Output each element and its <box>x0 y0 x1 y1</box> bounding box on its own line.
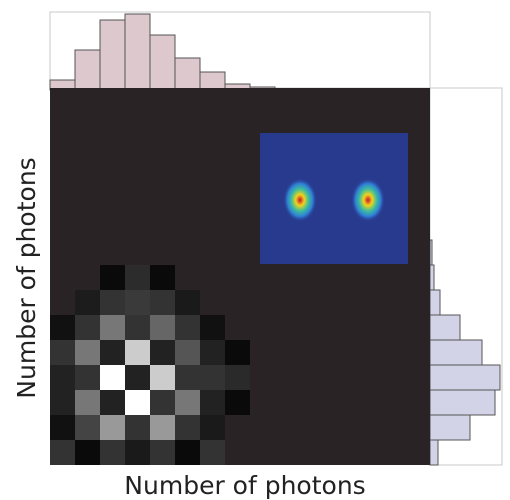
heatmap-cell <box>100 390 125 415</box>
heatmap-cell <box>150 365 175 390</box>
heatmap-cell <box>100 365 125 390</box>
heatmap-cell <box>225 390 250 415</box>
heatmap-cell <box>200 440 225 465</box>
heatmap-cell <box>125 390 150 415</box>
heatmap-cell <box>150 390 175 415</box>
right-hist-bar <box>429 414 471 441</box>
heatmap-cell <box>75 340 100 365</box>
right-hist-bar <box>429 314 461 341</box>
right-hist-bar <box>429 439 439 466</box>
right-hist-bar <box>429 339 483 366</box>
heatmap-cell <box>125 265 150 290</box>
heatmap-cell <box>100 265 125 290</box>
heatmap-cell <box>50 340 75 365</box>
heatmap-cell <box>125 365 150 390</box>
right-hist-bar <box>429 239 433 266</box>
top-hist-bar <box>149 34 176 91</box>
heatmap-cell <box>175 290 200 315</box>
heatmap-cell <box>200 315 225 340</box>
heatmap-cell <box>100 290 125 315</box>
heatmap-cell <box>75 390 100 415</box>
heatmap-cell <box>125 340 150 365</box>
inset-image <box>260 133 408 264</box>
heatmap-cell <box>200 365 225 390</box>
heatmap-cell <box>175 340 200 365</box>
heatmap-cell <box>175 365 200 390</box>
heatmap-cell <box>150 265 175 290</box>
top-hist-bar <box>74 49 101 91</box>
heatmap-cell <box>100 340 125 365</box>
heatmap-cell <box>75 365 100 390</box>
heatmap-cell <box>125 315 150 340</box>
heatmap-cell <box>200 390 225 415</box>
heatmap-cell <box>75 290 100 315</box>
heatmap-cell <box>100 440 125 465</box>
top-hist-bar <box>99 19 126 91</box>
heatmap-cell <box>125 440 150 465</box>
heatmap-cell <box>150 290 175 315</box>
heatmap-cell <box>150 415 175 440</box>
heatmap-cell <box>200 340 225 365</box>
right-hist-bar <box>429 364 501 391</box>
heatmap-cell <box>150 440 175 465</box>
y-axis-label: Number of photons <box>12 157 41 398</box>
heatmap-cell <box>100 315 125 340</box>
heatmap-cell <box>175 440 200 465</box>
heatmap-cell <box>75 440 100 465</box>
heatmap-cell <box>75 415 100 440</box>
heatmap-cell <box>100 415 125 440</box>
heatmap-cell <box>175 390 200 415</box>
heatmap-cell <box>50 365 75 390</box>
top-hist-bar <box>124 13 151 91</box>
right-hist-bar <box>429 264 435 291</box>
heatmap-cell <box>125 415 150 440</box>
heatmap-cell <box>50 390 75 415</box>
heatmap-cell <box>175 315 200 340</box>
right-hist-bar <box>429 389 496 416</box>
top-hist-bar <box>199 71 226 91</box>
heatmap-cell <box>50 415 75 440</box>
heatmap-cell <box>200 415 225 440</box>
heatmap-cell <box>150 315 175 340</box>
top-hist-bar <box>174 57 201 91</box>
heatmap-cell <box>125 290 150 315</box>
heatmap-cell <box>175 415 200 440</box>
x-axis-label: Number of photons <box>124 471 365 500</box>
heatmap-cell <box>225 365 250 390</box>
right-hist-bar <box>429 289 441 316</box>
heatmap-cell <box>150 340 175 365</box>
heatmap-cell <box>75 315 100 340</box>
heatmap-cell <box>50 315 75 340</box>
heatmap-cell <box>225 340 250 365</box>
heatmap-cell <box>50 440 75 465</box>
